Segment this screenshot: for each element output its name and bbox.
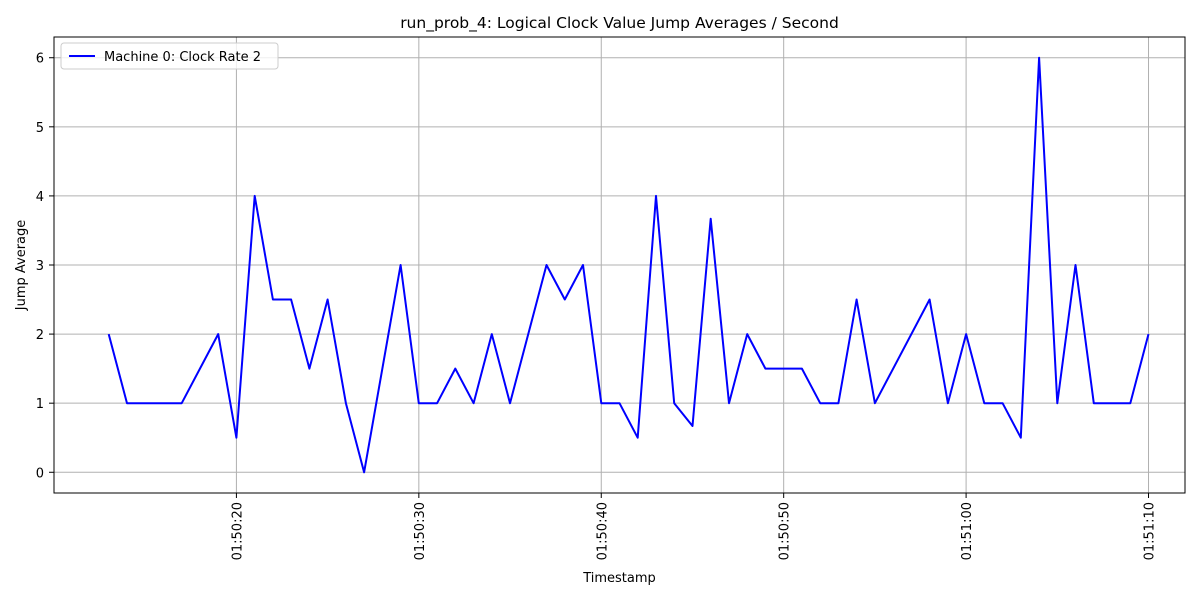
chart-title: run_prob_4: Logical Clock Value Jump Ave… (400, 14, 839, 33)
y-axis-ticks: 0 1 2 3 4 5 6 (36, 52, 54, 481)
y-tick-label: 4 (36, 190, 44, 205)
y-axis-label: Jump Average (14, 220, 29, 312)
x-tick-label: 01:51:00 (960, 502, 975, 560)
legend: Machine 0: Clock Rate 2 (60, 42, 279, 70)
x-tick-label: 01:50:30 (413, 502, 428, 560)
y-tick-label: 2 (36, 328, 44, 343)
legend-label: Machine 0: Clock Rate 2 (104, 50, 261, 65)
x-tick-label: 01:50:20 (230, 502, 245, 560)
grid (54, 37, 1185, 493)
series-layer (107, 56, 1150, 474)
x-axis-ticks: 01:50:20 01:50:30 01:50:40 01:50:50 01:51:00… (230, 493, 1158, 560)
x-tick-label: 01:50:40 (595, 502, 610, 560)
y-tick-label: 0 (36, 466, 44, 481)
x-tick-label: 01:51:10 (1143, 502, 1158, 560)
x-tick-label: 01:50:50 (778, 502, 793, 560)
y-tick-label: 5 (36, 121, 44, 136)
y-tick-label: 3 (36, 259, 44, 274)
y-tick-label: 6 (36, 52, 44, 67)
y-tick-label: 1 (36, 397, 44, 412)
series-line-machine-0 (107, 56, 1150, 474)
x-axis-label: Timestamp (582, 571, 656, 586)
legend-box (60, 42, 279, 70)
